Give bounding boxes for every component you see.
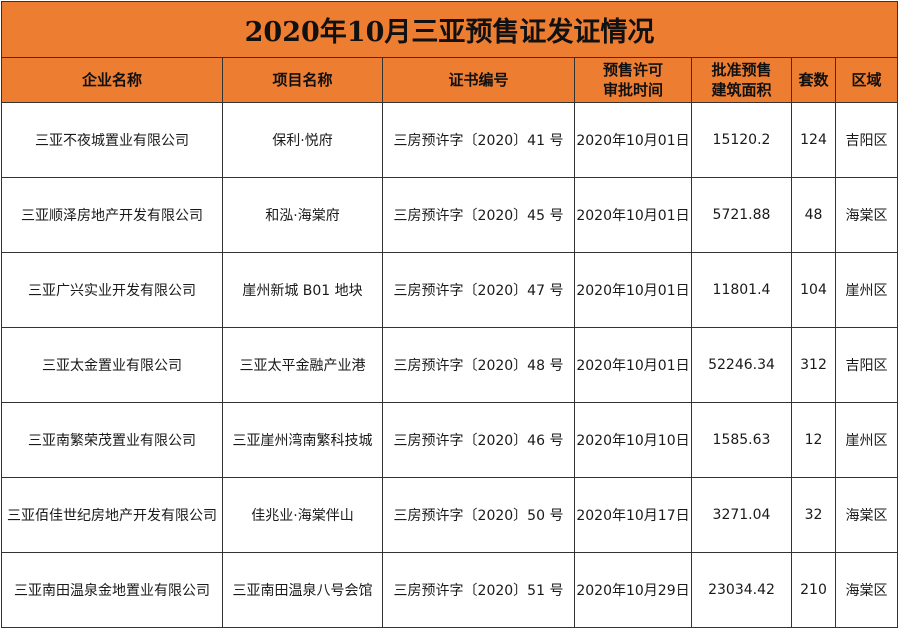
cell-area: 1585.63 [691,402,792,478]
header-approval-time-line1: 预售许可 [602,61,663,79]
cell-units: 124 [791,102,836,178]
cell-area: 52246.34 [691,327,792,403]
cell-date: 2020年10月01日 [574,177,692,253]
table-row: 三亚佰佳世纪房地产开发有限公司 佳兆业·海棠伴山 三房预许字〔2020〕50 号… [1,477,899,553]
header-approval-time: 预售许可 审批时间 [574,57,692,103]
cell-project: 三亚崖州湾南繁科技城 [222,402,383,478]
cell-units: 48 [791,177,836,253]
cell-area: 11801.4 [691,252,792,328]
cell-company: 三亚南繁荣茂置业有限公司 [1,402,223,478]
table-row: 三亚太金置业有限公司 三亚太平金融产业港 三房预许字〔2020〕48 号 202… [1,327,899,403]
cell-cert-no: 三房预许字〔2020〕51 号 [382,552,575,628]
cell-area: 23034.42 [691,552,792,628]
cell-cert-no: 三房预许字〔2020〕41 号 [382,102,575,178]
cell-project: 和泓·海棠府 [222,177,383,253]
header-cert-no: 证书编号 [382,57,575,103]
cell-district: 海棠区 [834,177,899,253]
cell-company: 三亚顺泽房地产开发有限公司 [1,177,223,253]
cell-date: 2020年10月29日 [574,552,692,628]
cell-project: 佳兆业·海棠伴山 [222,477,383,553]
cell-units: 312 [791,327,836,403]
cell-company: 三亚广兴实业开发有限公司 [1,252,223,328]
cell-date: 2020年10月01日 [574,252,692,328]
page-title: 2020年10月三亚预售证发证情况 [0,1,899,58]
cell-project: 崖州新城 B01 地块 [222,252,383,328]
header-company: 企业名称 [1,57,223,103]
cell-units: 104 [791,252,836,328]
cell-date: 2020年10月17日 [574,477,692,553]
cell-cert-no: 三房预许字〔2020〕48 号 [382,327,575,403]
table-row: 三亚不夜城置业有限公司 保利·悦府 三房预许字〔2020〕41 号 2020年1… [1,102,899,178]
header-area: 批准预售 建筑面积 [691,57,792,103]
cell-company: 三亚不夜城置业有限公司 [1,102,223,178]
header-area-line1: 批准预售 [711,61,772,79]
header-approval-time-line2: 审批时间 [602,81,663,99]
table-row: 三亚广兴实业开发有限公司 崖州新城 B01 地块 三房预许字〔2020〕47 号… [1,252,899,328]
header-area-line2: 建筑面积 [711,81,772,99]
cell-date: 2020年10月10日 [574,402,692,478]
cell-district: 崖州区 [834,402,899,478]
cell-district: 吉阳区 [834,102,899,178]
cell-cert-no: 三房预许字〔2020〕47 号 [382,252,575,328]
cell-units: 12 [791,402,836,478]
table-row: 三亚南繁荣茂置业有限公司 三亚崖州湾南繁科技城 三房预许字〔2020〕46 号 … [1,402,899,478]
cell-company: 三亚南田温泉金地置业有限公司 [1,552,223,628]
header-district: 区域 [834,57,899,103]
cell-project: 三亚太平金融产业港 [222,327,383,403]
cell-project: 保利·悦府 [222,102,383,178]
cell-district: 吉阳区 [834,327,899,403]
cell-district: 海棠区 [834,552,899,628]
cell-area: 3271.04 [691,477,792,553]
cell-cert-no: 三房预许字〔2020〕46 号 [382,402,575,478]
cell-units: 210 [791,552,836,628]
table-row: 三亚南田温泉金地置业有限公司 三亚南田温泉八号会馆 三房预许字〔2020〕51 … [1,552,899,628]
header-row: 企业名称 项目名称 证书编号 预售许可审批时间 批准预售建筑面积 套数 区域 [1,57,899,103]
cell-district: 崖州区 [834,252,899,328]
cell-cert-no: 三房预许字〔2020〕50 号 [382,477,575,553]
table-row: 三亚顺泽房地产开发有限公司 和泓·海棠府 三房预许字〔2020〕45 号 202… [1,177,899,253]
cell-area: 5721.88 [691,177,792,253]
cell-units: 32 [791,477,836,553]
cell-company: 三亚太金置业有限公司 [1,327,223,403]
header-project: 项目名称 [222,57,383,103]
cell-company: 三亚佰佳世纪房地产开发有限公司 [1,477,223,553]
cell-area: 15120.2 [691,102,792,178]
cell-date: 2020年10月01日 [574,327,692,403]
cell-project: 三亚南田温泉八号会馆 [222,552,383,628]
header-units: 套数 [791,57,836,103]
cell-date: 2020年10月01日 [574,102,692,178]
cell-district: 海棠区 [834,477,899,553]
cell-cert-no: 三房预许字〔2020〕45 号 [382,177,575,253]
